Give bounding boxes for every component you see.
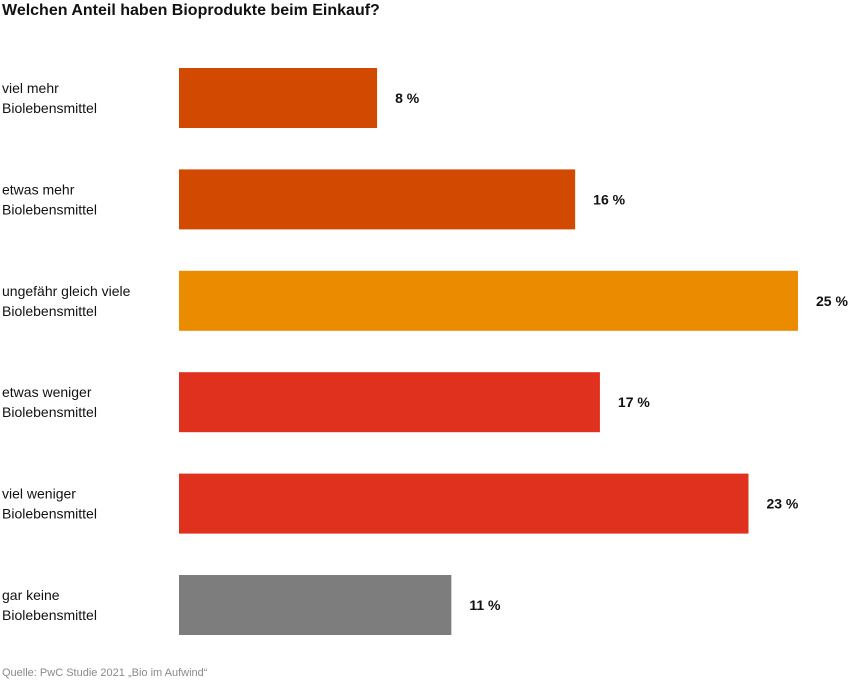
category-label-6: gar keine Biolebensmittel: [2, 587, 97, 623]
category-label-3: ungefähr gleich viele Biolebensmittel: [2, 283, 131, 319]
category-label-1: viel mehr Biolebensmittel: [2, 80, 97, 116]
chart-title: Welchen Anteil haben Bioprodukte beim Ei…: [2, 2, 380, 19]
bar-3: [179, 270, 798, 331]
bar-2: [179, 169, 576, 230]
value-label-2: 16 %: [593, 191, 625, 207]
bar-5: [179, 473, 749, 534]
source-note: Quelle: PwC Studie 2021 „Bio im Aufwind“: [2, 667, 208, 679]
category-label-2: etwas mehr Biolebensmittel: [2, 181, 97, 217]
value-label-3: 25 %: [816, 293, 848, 309]
value-label-4: 17 %: [618, 394, 650, 410]
bar-1: [179, 68, 378, 128]
bar-chart: viel mehr Biolebensmittel 8 % etwas mehr Bio…: [2, 68, 848, 635]
value-label-5: 23 %: [766, 496, 798, 512]
category-label-4: etwas weniger Biolebensmittel: [2, 384, 97, 420]
category-label-5: viel weniger Biolebensmittel: [2, 486, 97, 522]
bar-4: [179, 372, 600, 433]
bar-6: [179, 575, 452, 635]
value-label-1: 8 %: [395, 90, 420, 106]
value-label-6: 11 %: [469, 597, 501, 613]
